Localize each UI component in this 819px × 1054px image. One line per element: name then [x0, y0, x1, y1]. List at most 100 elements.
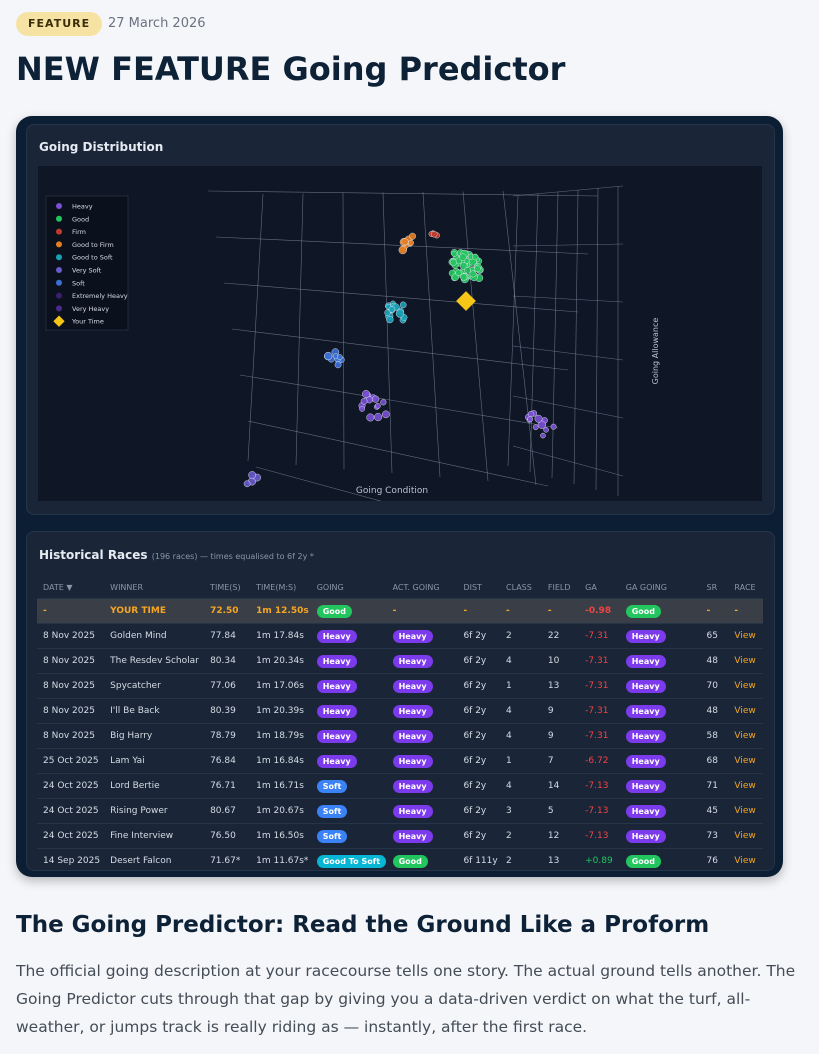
cell: View: [728, 623, 763, 649]
cell: 14 Sep 2025: [37, 848, 105, 870]
column-header: GA GOING: [625, 582, 667, 592]
point: [471, 253, 479, 261]
cell: -7.31: [579, 698, 620, 724]
panel-title: Going Distribution: [39, 140, 164, 154]
grid-line: [255, 466, 382, 501]
point: [451, 250, 458, 257]
cell: -: [37, 598, 105, 624]
cell: Heavy: [619, 748, 701, 774]
cell: 48: [700, 648, 729, 674]
going-badge: Heavy: [316, 629, 357, 643]
grid-line: [231, 328, 569, 371]
cell: 8 Nov 2025: [37, 698, 105, 724]
cell: 76.50: [204, 823, 251, 849]
legend-swatch: [56, 203, 62, 209]
table-panel: Historical Races (196 races) — times equ…: [26, 531, 775, 871]
grid-line: [551, 191, 559, 479]
cell: Good: [619, 848, 701, 870]
cell: Heavy: [386, 698, 458, 724]
cell: Soft: [310, 773, 387, 799]
point: [460, 273, 468, 281]
cell: Heavy: [619, 798, 701, 824]
cell: View: [728, 798, 763, 824]
cell: 1m 11.67s*: [250, 848, 311, 870]
cell: 77.06: [204, 673, 251, 699]
view-link[interactable]: View: [734, 681, 756, 691]
point: [459, 253, 467, 261]
cell: 24 Oct 2025: [37, 823, 105, 849]
legend: Heavy Good Firm Good to Firm Good to Soft Ver…: [45, 195, 129, 331]
point: [540, 432, 546, 439]
cell: 2: [499, 848, 542, 870]
cell: 70: [700, 673, 729, 699]
cell: Heavy: [386, 748, 458, 774]
cell: -: [386, 598, 458, 624]
point: [374, 402, 381, 409]
view-link[interactable]: View: [734, 706, 756, 716]
point: [399, 301, 407, 309]
grid-line: [223, 282, 579, 313]
point: [455, 269, 462, 276]
cell: 80.67: [204, 798, 251, 824]
races-table: DATE ▼ WINNER TIME(S) TIME(M:S) GOING ACT. GO…: [37, 576, 763, 870]
grid-line: [247, 420, 549, 487]
cell: -: [457, 598, 500, 624]
legend-label: Very Soft: [72, 267, 102, 275]
grid-line: [512, 445, 624, 477]
cell: -6.72: [579, 748, 620, 774]
view-link[interactable]: View: [734, 831, 756, 841]
column-header: GA: [585, 582, 597, 592]
view-link[interactable]: View: [734, 731, 756, 741]
grid-line: [512, 345, 624, 361]
point: [359, 405, 365, 412]
cell: View: [728, 723, 763, 749]
view-link[interactable]: View: [734, 756, 756, 766]
table-subtitle: (196 races) — times equalised to 6f 2y *: [151, 552, 314, 561]
view-link[interactable]: View: [734, 631, 756, 641]
cell: 65: [700, 623, 729, 649]
cell: 6f 111y: [457, 848, 500, 870]
view-link[interactable]: View: [734, 856, 756, 866]
point: [449, 258, 457, 266]
point: [543, 427, 549, 433]
cell: +0.89: [579, 848, 620, 870]
cell: 78.79: [204, 723, 251, 749]
column-header: DATE ▼: [43, 582, 73, 592]
cell: -7.31: [579, 723, 620, 749]
cell: 1m 20.34s: [250, 648, 311, 674]
cell: 4: [499, 723, 542, 749]
race-row: 24 Oct 2025 Fine Interview 76.50 1m 16.50s S…: [37, 823, 763, 849]
cell: 7: [541, 748, 580, 774]
column-header: RACE: [734, 582, 756, 592]
view-link[interactable]: View: [734, 781, 756, 791]
date: 27 March 2026: [108, 16, 206, 31]
point: [380, 399, 387, 406]
going-badge: Heavy: [392, 654, 433, 668]
cell: 25 Oct 2025: [37, 748, 105, 774]
view-link[interactable]: View: [734, 656, 756, 666]
cell: Desert Falcon: [104, 848, 205, 870]
cell: Heavy: [619, 648, 701, 674]
point: [374, 412, 383, 422]
view-link[interactable]: View: [734, 806, 756, 816]
cell: Heavy: [619, 723, 701, 749]
cell: 4: [499, 698, 542, 724]
point: [336, 354, 343, 360]
grid-line: [207, 190, 599, 197]
cell: Golden Mind: [104, 623, 205, 649]
cell: Heavy: [386, 673, 458, 699]
cell: 73: [700, 823, 729, 849]
point: [534, 414, 543, 423]
cell: Heavy: [310, 698, 387, 724]
cell: View: [728, 823, 763, 849]
going-badge: Heavy: [392, 829, 433, 843]
cell: Lam Yai: [104, 748, 205, 774]
legend-label: Your Time: [71, 318, 104, 326]
point: [386, 315, 394, 324]
going-badge: Heavy: [316, 729, 357, 743]
cell: Heavy: [310, 623, 387, 649]
cell: 9: [541, 698, 580, 724]
cell: Heavy: [386, 773, 458, 799]
going-badge: Heavy: [625, 729, 666, 743]
cell: Heavy: [386, 823, 458, 849]
